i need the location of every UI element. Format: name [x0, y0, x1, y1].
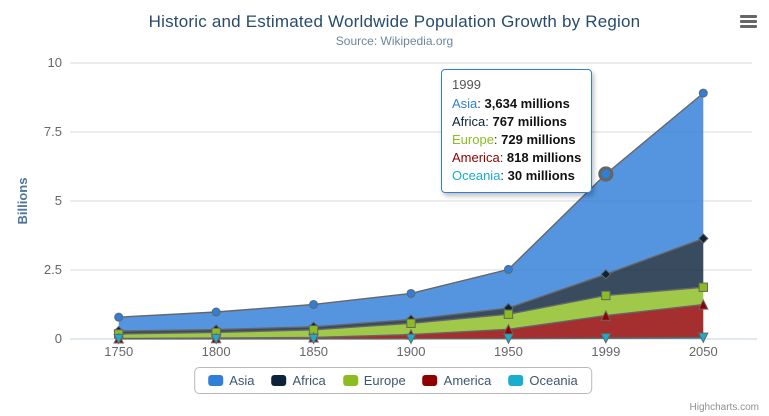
marker-oceania-1750[interactable]	[113, 333, 125, 345]
legend-swatch-africa	[271, 375, 287, 386]
marker-asia-1999[interactable]	[598, 166, 614, 182]
chart-title: Historic and Estimated Worldwide Populat…	[148, 12, 641, 31]
legend-swatch-oceania	[508, 375, 524, 386]
x-tick-label: 1900	[397, 344, 426, 359]
tooltip-separator: :	[500, 168, 508, 183]
marker-america-1999[interactable]	[600, 309, 612, 321]
legend-item-oceania[interactable]: Oceania	[508, 373, 578, 388]
tooltip-series-name: America	[452, 150, 500, 165]
marker-africa-1999[interactable]	[600, 268, 612, 280]
tooltip-series-value: 3,634 millions	[484, 96, 570, 111]
marker-oceania-1900[interactable]	[405, 333, 417, 345]
legend-label: Africa	[292, 373, 326, 388]
tooltip-rows: Asia: 3,634 millions Africa: 767 millions…	[452, 95, 581, 185]
context-menu-button hamburger-icon[interactable]	[740, 15, 757, 29]
chart-subtitle: Source: Wikipedia.org	[335, 34, 454, 48]
legend-swatch-asia	[208, 375, 224, 386]
area-america[interactable]	[118, 304, 704, 339]
x-tick-label: 1999	[591, 344, 620, 359]
marker-europe-1999[interactable]	[601, 290, 611, 301]
tooltip-series-name: Asia	[452, 96, 478, 111]
legend-swatch-america	[422, 375, 438, 386]
tooltip-separator: :	[493, 132, 502, 147]
tooltip-row-europe: Europe: 729 millions	[452, 131, 581, 149]
marker-america-2050[interactable]	[697, 298, 709, 310]
tooltip-series-name: Africa	[452, 114, 486, 129]
tooltip-series-value: 818 millions	[506, 150, 582, 165]
tooltip-series-value: 30 millions	[507, 168, 575, 183]
tooltip-row-africa: Africa: 767 millions	[452, 113, 581, 131]
legend-swatch-europe	[342, 375, 358, 386]
y-tick-label: 5	[55, 193, 62, 208]
marker-oceania-2050[interactable]	[697, 332, 709, 344]
legend: Asia Africa Europe America Oceania	[194, 367, 592, 394]
tooltip-series-name: Oceania	[452, 168, 501, 183]
tooltip-separator: :	[485, 114, 493, 129]
hamburger-bar	[740, 25, 757, 28]
marker-europe-1950[interactable]	[503, 309, 514, 319]
tooltip-separator: :	[477, 96, 485, 111]
y-axis-title: Billions	[15, 178, 30, 225]
marker-europe-1900[interactable]	[406, 318, 416, 328]
area-africa[interactable]	[118, 238, 704, 334]
legend-item-asia[interactable]: Asia	[208, 373, 255, 388]
marker-oceania-1950[interactable]	[503, 333, 514, 345]
y-tick-label: 10	[48, 55, 62, 70]
marker-europe-2050[interactable]	[698, 282, 708, 292]
tooltip-series-value: 767 millions	[492, 114, 567, 129]
tooltip-row-oceania: Oceania: 30 millions	[452, 167, 581, 185]
marker-oceania-1999[interactable]	[600, 333, 612, 344]
tooltip: 1999 Asia: 3,634 millions Africa: 767 mil…	[441, 69, 593, 193]
legend-label: Oceania	[529, 373, 578, 388]
y-tick-label: 7.5	[44, 124, 62, 139]
y-tick-label: 0	[55, 331, 62, 346]
tooltip-header: 1999	[452, 77, 481, 92]
highcharts-credit[interactable]: Highcharts.com	[689, 402, 759, 413]
marker-asia-1800[interactable]	[211, 307, 221, 317]
tooltip-row-asia: Asia: 3,634 millions	[452, 95, 581, 113]
legend-item-europe[interactable]: Europe	[342, 373, 406, 388]
area-asia[interactable]	[118, 93, 704, 332]
tooltip-series-value: 729 millions	[501, 132, 576, 147]
tooltip-series-name: Europe	[452, 132, 494, 147]
hamburger-bar	[740, 20, 757, 23]
x-tick-label: 1950	[494, 344, 523, 359]
x-tick-label: 1750	[104, 344, 133, 359]
legend-label: America	[443, 373, 492, 388]
x-tick-label: 2050	[689, 344, 718, 359]
marker-asia-1900[interactable]	[406, 288, 416, 298]
x-tick-label: 1800	[202, 344, 231, 359]
legend-label: Asia	[229, 373, 255, 388]
marker-asia-1850[interactable]	[309, 299, 319, 309]
legend-label: Europe	[363, 373, 406, 388]
marker-asia-1750[interactable]	[114, 312, 124, 322]
marker-asia-1950[interactable]	[503, 264, 513, 274]
x-tick-label: 1850	[299, 344, 328, 359]
legend-item-america[interactable]: America	[422, 373, 492, 388]
hamburger-bar	[740, 15, 757, 18]
marker-asia-2050[interactable]	[698, 88, 708, 98]
marker-oceania-1800[interactable]	[210, 333, 222, 345]
y-tick-label: 2.5	[44, 262, 62, 277]
legend-item-africa[interactable]: Africa	[271, 373, 326, 388]
tooltip-row-america: America: 818 millions	[452, 149, 581, 167]
tooltip-separator: :	[499, 150, 507, 165]
marker-africa-2050[interactable]	[697, 233, 709, 244]
marker-oceania-1850[interactable]	[308, 333, 319, 345]
